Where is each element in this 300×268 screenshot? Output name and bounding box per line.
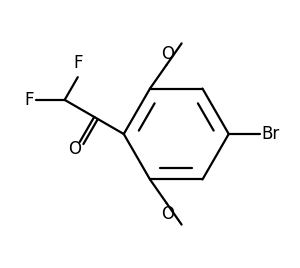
Text: O: O	[161, 45, 174, 63]
Text: O: O	[161, 205, 174, 223]
Text: F: F	[25, 91, 34, 109]
Text: Br: Br	[262, 125, 280, 143]
Text: F: F	[74, 54, 83, 72]
Text: O: O	[68, 140, 81, 158]
